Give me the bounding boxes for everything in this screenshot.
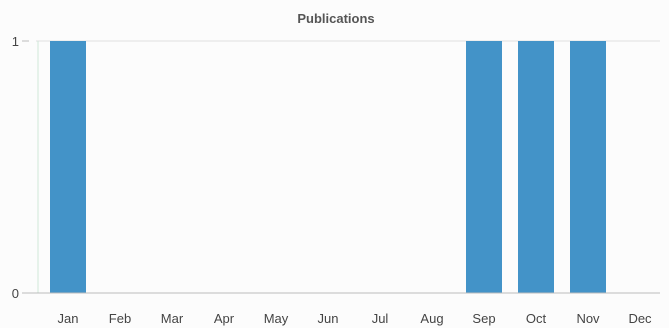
x-tick-label-sep: Sep: [472, 311, 495, 326]
x-tick-label-feb: Feb: [109, 311, 131, 326]
chart-title: Publications: [297, 11, 374, 26]
bar-oct[interactable]: [518, 41, 554, 293]
bar-sep[interactable]: [466, 41, 502, 293]
bar-jan[interactable]: [50, 41, 86, 293]
axis-layer: [22, 40, 660, 294]
x-tick-label-aug: Aug: [420, 311, 443, 326]
x-tick-label-may: May: [264, 311, 289, 326]
x-tick-label-mar: Mar: [161, 311, 184, 326]
labels-layer: 0 1 Jan Feb Mar Apr May Jun Jul Aug Sep Oct Nov Dec: [12, 34, 652, 326]
x-tick-label-apr: Apr: [214, 311, 235, 326]
x-tick-label-jun: Jun: [318, 311, 339, 326]
y-tick-label-0: 0: [12, 286, 19, 301]
x-tick-label-jul: Jul: [372, 311, 389, 326]
bars-layer: [50, 41, 606, 293]
x-tick-label-dec: Dec: [628, 311, 652, 326]
x-tick-label-jan: Jan: [58, 311, 79, 326]
x-tick-label-oct: Oct: [526, 311, 547, 326]
y-tick-label-1: 1: [12, 34, 19, 49]
bar-nov[interactable]: [570, 41, 606, 293]
x-tick-label-nov: Nov: [576, 311, 600, 326]
